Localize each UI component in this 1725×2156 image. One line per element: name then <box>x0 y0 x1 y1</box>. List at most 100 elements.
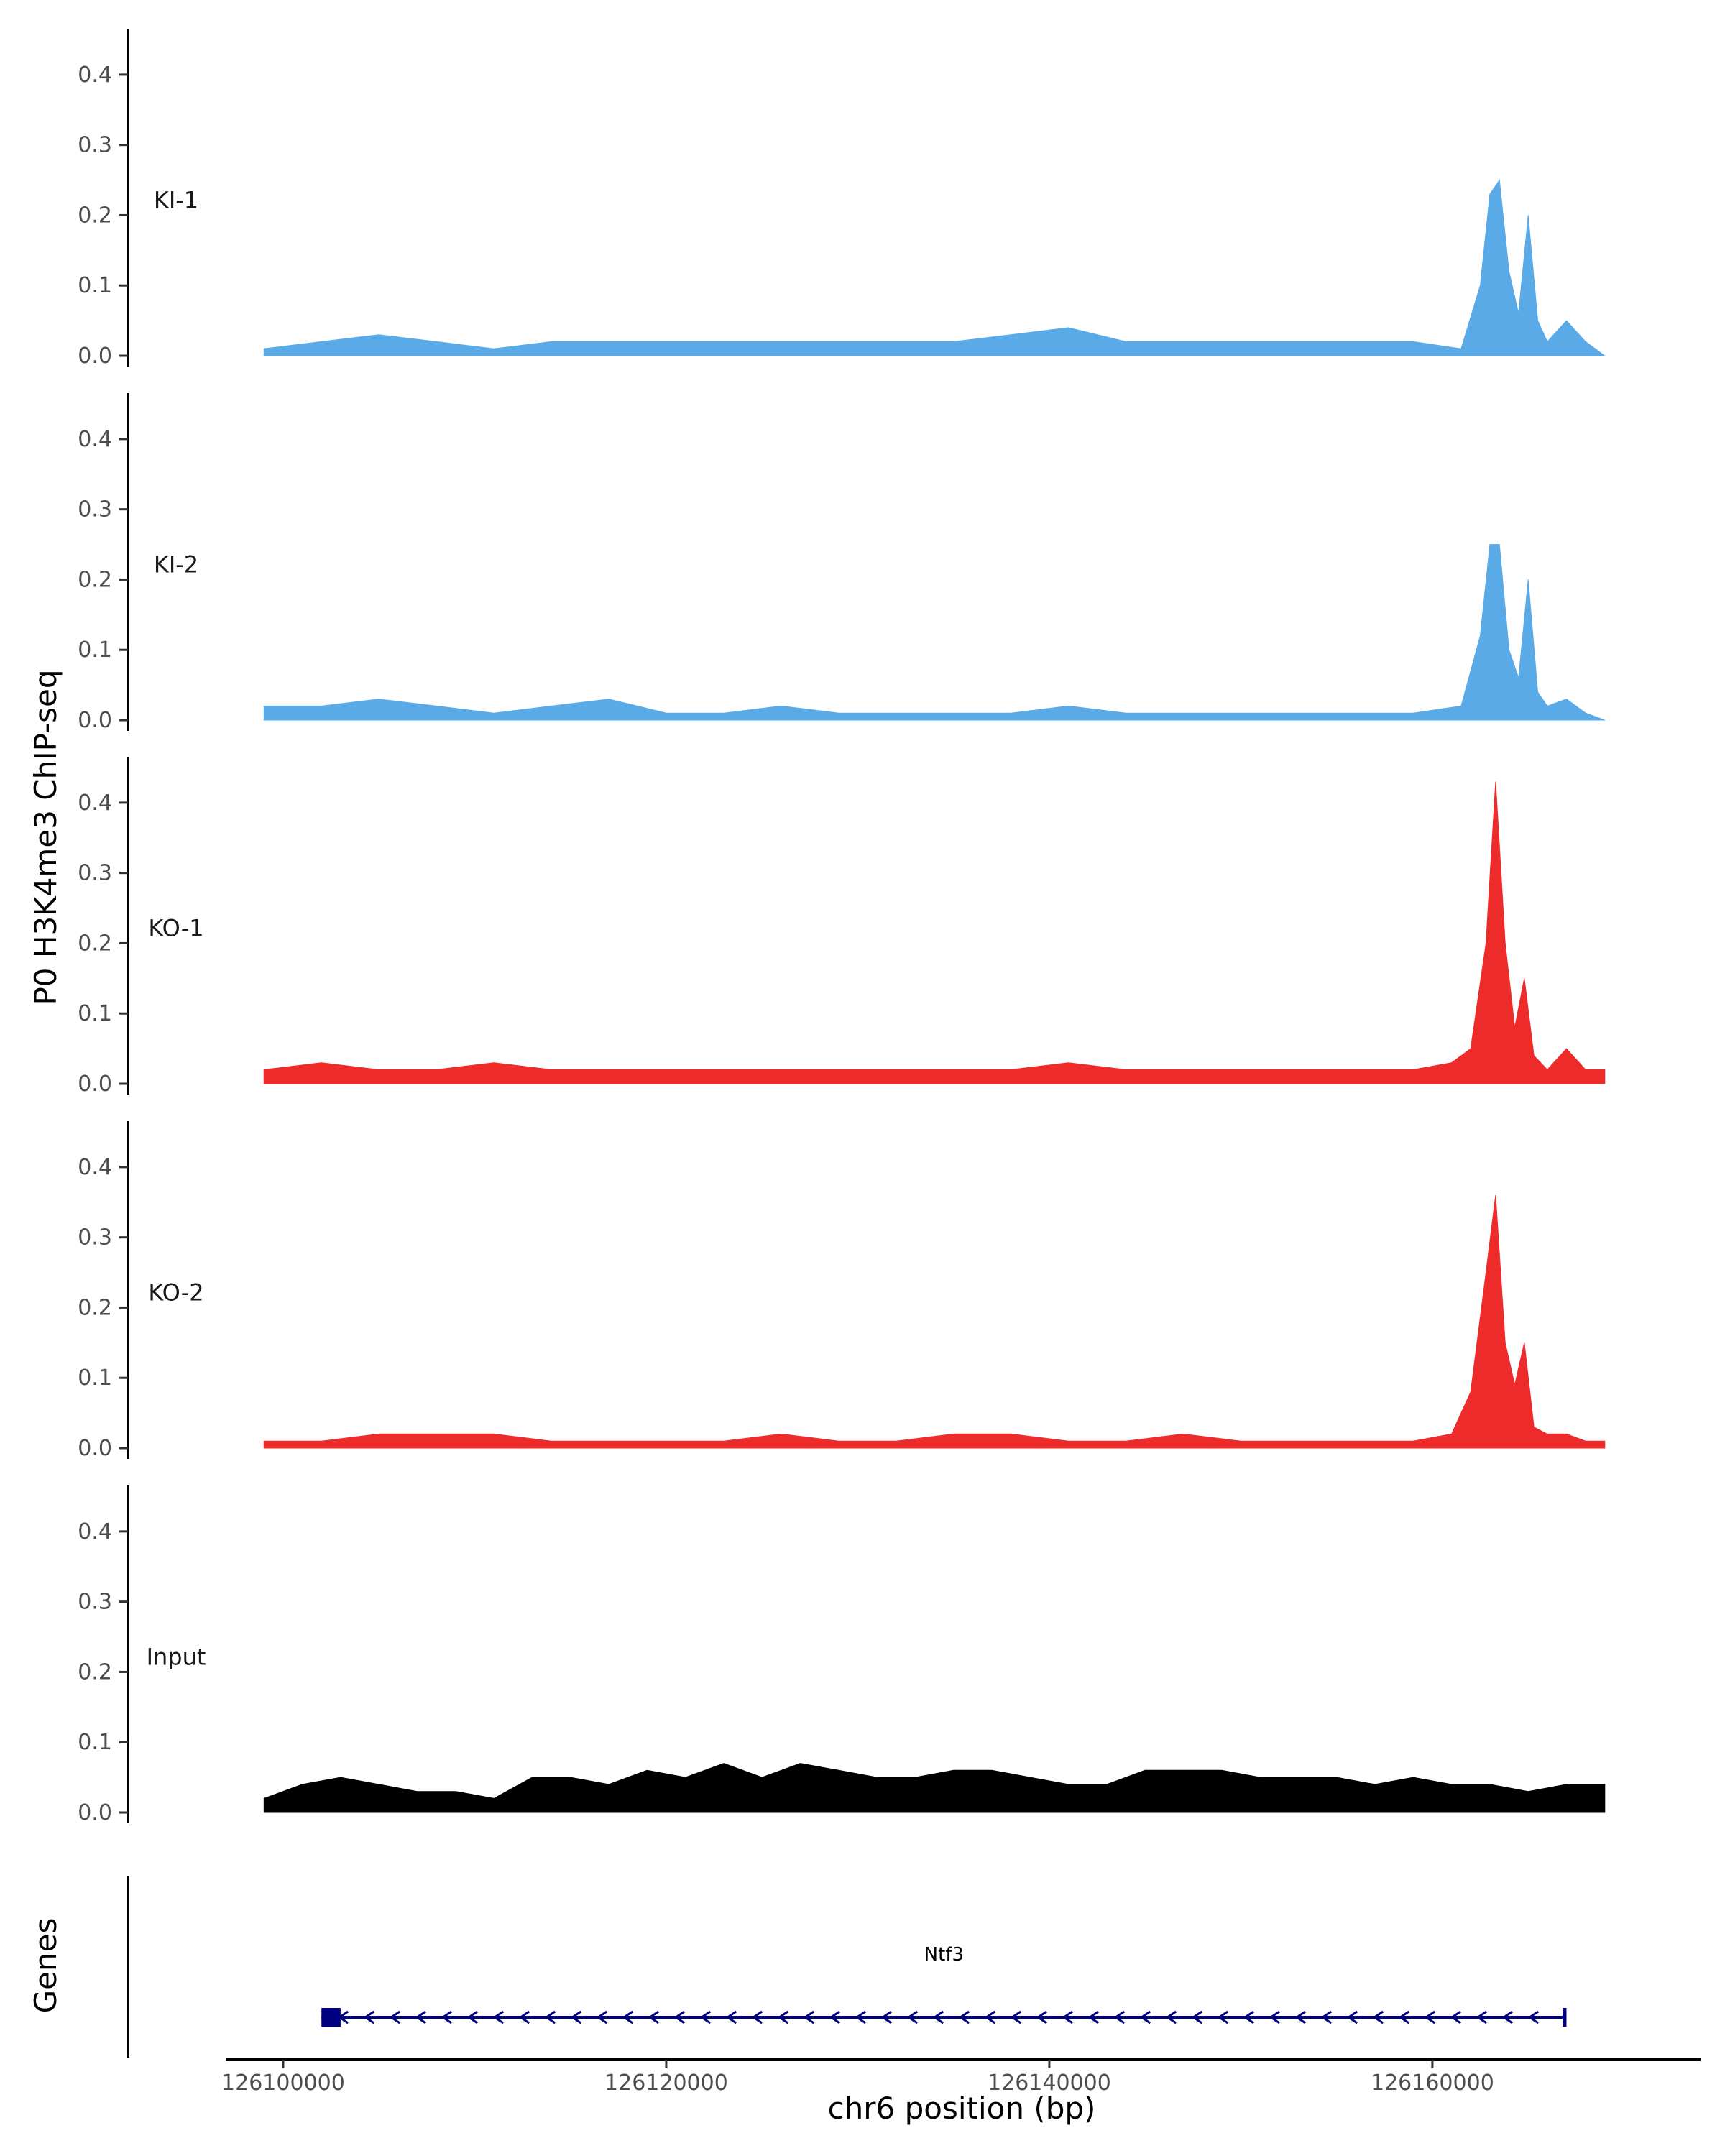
strand-arrow-icon <box>855 2010 867 2024</box>
y-tick-label: 0.0 <box>78 708 112 733</box>
strand-arrow-icon <box>725 2010 737 2024</box>
track-label: Input <box>147 1644 206 1671</box>
y-tick-label: 0.3 <box>78 1590 112 1615</box>
strand-arrow-icon <box>1320 2010 1333 2024</box>
strand-arrow-icon <box>1372 2010 1384 2024</box>
strand-arrow-icon <box>1476 2010 1488 2024</box>
y-tick-label: 0.0 <box>78 1800 112 1825</box>
strand-arrow-icon <box>1165 2010 1177 2024</box>
strand-arrow-icon <box>984 2010 996 2024</box>
strand-arrow-icon <box>829 2010 841 2024</box>
strand-arrow-icon <box>803 2010 815 2024</box>
strand-arrow-icon <box>932 2010 944 2024</box>
strand-arrow-icon <box>570 2010 582 2024</box>
y-tick-label: 0.3 <box>78 861 112 886</box>
y-tick-label: 0.1 <box>78 1001 112 1026</box>
track-ko-2: 0.0 0.1 0.2 0.3 0.4 KO-2 <box>78 1121 1606 1461</box>
track-input: 0.0 0.1 0.2 0.3 0.4 Input <box>78 1485 1606 1825</box>
strand-arrow-icon <box>1294 2010 1307 2024</box>
track-ki-1: 0.0 0.1 0.2 0.3 0.4 KI-1 <box>78 29 1606 369</box>
strand-arrow-icon <box>1424 2010 1436 2024</box>
strand-arrow-icon <box>518 2010 530 2024</box>
signal-tracks: 0.00.10.20.30.4KI-10.00.10.20.30.4KI-20.… <box>78 29 1606 1825</box>
strand-arrow-icon <box>1501 2010 1514 2024</box>
strand-arrow-icon <box>415 2010 427 2024</box>
signal-area <box>263 544 1605 721</box>
y-tick-label: 0.0 <box>78 344 112 369</box>
strand-arrow-icon <box>622 2010 634 2024</box>
strand-arrow-icon <box>1398 2010 1410 2024</box>
gene-track-label: Genes <box>28 1918 63 2014</box>
y-tick-label: 0.0 <box>78 1072 112 1097</box>
strand-arrow-icon <box>492 2010 505 2024</box>
signal-area <box>263 781 1606 1084</box>
strand-arrow-icon <box>596 2010 608 2024</box>
y-axis-title: P0 H3K4me3 ChIP-seq <box>28 669 63 1005</box>
strand-arrow-icon <box>1450 2010 1462 2024</box>
strand-arrow-icon <box>1217 2010 1229 2024</box>
gene-ntf3: Ntf3 <box>321 1944 1567 2027</box>
gene-track: Genes Ntf3 <box>28 1876 1567 2058</box>
track-label: KO-2 <box>148 1279 203 1307</box>
track-label: KI-1 <box>154 187 198 214</box>
y-tick-label: 0.4 <box>78 1519 112 1544</box>
y-tick-label: 0.4 <box>78 63 112 88</box>
y-tick-label: 0.1 <box>78 1730 112 1755</box>
strand-arrow-icon <box>1243 2010 1255 2024</box>
strand-arrow-icon <box>777 2010 789 2024</box>
signal-area <box>263 1763 1606 1813</box>
strand-arrow-icon <box>1269 2010 1281 2024</box>
strand-arrow-icon <box>1113 2010 1126 2024</box>
strand-arrow-icon <box>363 2010 375 2024</box>
strand-arrow-icon <box>751 2010 763 2024</box>
y-tick-label: 0.1 <box>78 273 112 298</box>
y-tick-label: 0.4 <box>78 427 112 452</box>
y-tick-label: 0.2 <box>78 931 112 956</box>
x-axis: 126100000 126120000 126140000 126160000 <box>221 2058 1701 2096</box>
y-tick-label: 0.3 <box>78 1225 112 1250</box>
signal-area <box>263 179 1606 356</box>
y-tick-label: 0.2 <box>78 1295 112 1320</box>
y-tick-label: 0.4 <box>78 791 112 816</box>
strand-arrow-icon <box>1010 2010 1022 2024</box>
y-tick-label: 0.2 <box>78 1659 112 1685</box>
strand-arrow-icon <box>441 2010 453 2024</box>
track-ko-1: 0.0 0.1 0.2 0.3 0.4 KO-1 <box>78 757 1606 1097</box>
x-tick-label: 126100000 <box>221 2070 345 2096</box>
y-tick-label: 0.2 <box>78 567 112 592</box>
strand-arrow-icon <box>648 2010 660 2024</box>
strand-arrow-icon <box>880 2010 893 2024</box>
x-tick-label: 126160000 <box>1371 2070 1494 2096</box>
y-tick-label: 0.3 <box>78 133 112 158</box>
track-ki-2: 0.0 0.1 0.2 0.3 0.4 KI-2 <box>78 393 1605 733</box>
strand-arrow-icon <box>1087 2010 1100 2024</box>
gene-exon <box>1563 2008 1567 2027</box>
track-label: KI-2 <box>154 551 198 579</box>
y-tick-label: 0.1 <box>78 637 112 663</box>
x-tick-label: 126140000 <box>988 2070 1111 2096</box>
strand-arrow-icon <box>1062 2010 1074 2024</box>
strand-arrow-icon <box>1346 2010 1358 2024</box>
strand-arrow-icon <box>1191 2010 1203 2024</box>
y-tick-label: 0.1 <box>78 1365 112 1391</box>
y-tick-label: 0.2 <box>78 203 112 228</box>
y-tick-label: 0.3 <box>78 497 112 522</box>
strand-arrow-icon <box>389 2010 401 2024</box>
x-axis-title: chr6 position (bp) <box>828 2091 1096 2126</box>
strand-arrow-icon <box>1036 2010 1048 2024</box>
track-label: KO-1 <box>148 915 203 942</box>
strand-arrow-icon <box>906 2010 919 2024</box>
y-tick-label: 0.4 <box>78 1155 112 1180</box>
strand-arrow-icon <box>466 2010 479 2024</box>
strand-arrow-icon <box>1527 2010 1540 2024</box>
signal-area <box>263 1194 1606 1449</box>
strand-arrow-icon <box>673 2010 686 2024</box>
strand-arrow-icon <box>699 2010 712 2024</box>
gene-name-label: Ntf3 <box>924 1944 964 1966</box>
strand-arrow-icon <box>544 2010 556 2024</box>
x-tick-label: 126120000 <box>604 2070 728 2096</box>
strand-arrow-icon <box>958 2010 970 2024</box>
strand-arrow-icon <box>1139 2010 1151 2024</box>
y-tick-label: 0.0 <box>78 1436 112 1461</box>
